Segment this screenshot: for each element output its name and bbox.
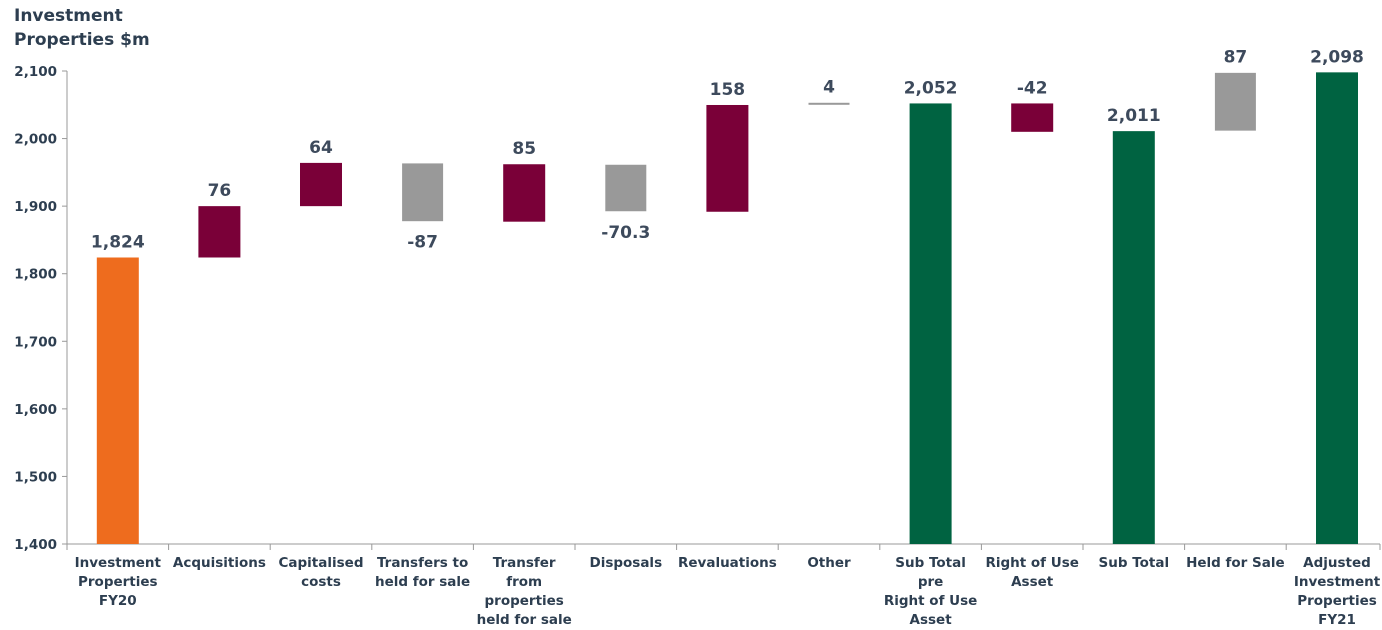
value-label: 1,824	[91, 232, 145, 252]
x-tick-label: Other	[807, 555, 851, 571]
x-tick-label: Capitalised costs	[278, 555, 364, 590]
y-tick-label: 1,800	[14, 267, 57, 283]
bar	[401, 162, 445, 223]
x-tick-label: Transfers to held for sale	[374, 555, 471, 590]
value-label: 2,011	[1107, 106, 1161, 126]
x-tick-label: Adjusted Investment Properties FY21	[1293, 555, 1381, 628]
y-tick-label: 1,900	[14, 199, 57, 215]
bar	[503, 164, 546, 222]
x-tick-label: Revaluations	[677, 555, 777, 571]
bar	[198, 206, 241, 258]
value-label: -70.3	[601, 223, 650, 243]
x-tick-label: Transfer from properties held for sale	[476, 555, 572, 628]
value-label: -42	[1017, 78, 1048, 98]
bar	[807, 101, 851, 106]
value-label: 158	[710, 80, 746, 100]
bar	[604, 163, 648, 213]
x-tick-label: Sub Total pre Right of Use Asset	[883, 555, 978, 628]
x-tick-label: Sub Total	[1098, 555, 1170, 571]
x-tick-label: Disposals	[589, 555, 663, 571]
y-tick-label: 1,500	[14, 469, 57, 485]
y-tick-label: 1,600	[14, 402, 57, 418]
value-label: -87	[407, 233, 438, 253]
value-label: 64	[309, 138, 333, 158]
bar	[1213, 71, 1257, 132]
value-label: 85	[512, 139, 536, 159]
x-tick-label: Held for Sale	[1186, 555, 1285, 571]
y-tick-label: 1,700	[14, 334, 57, 350]
y-tick-label: 2,100	[14, 64, 57, 80]
y-tick-label: 2,000	[14, 132, 57, 148]
x-tick-label: Right of Use Asset	[985, 555, 1079, 590]
x-tick-label: Investment Properties FY20	[74, 555, 161, 609]
bar	[1011, 103, 1054, 132]
chart-title: Investment Properties $m	[14, 6, 150, 50]
y-tick-label: 1,400	[14, 537, 57, 553]
x-tick-label: Acquisitions	[172, 555, 266, 571]
bar	[1316, 72, 1358, 544]
value-label: 4	[823, 77, 835, 97]
value-label: 2,098	[1310, 47, 1364, 67]
value-label: 2,052	[904, 78, 958, 98]
value-label: 76	[208, 181, 232, 201]
bar	[300, 162, 342, 207]
value-label: 87	[1224, 47, 1248, 67]
bar	[909, 103, 952, 544]
bar	[1112, 131, 1155, 545]
bar	[96, 257, 139, 544]
bar	[706, 104, 749, 212]
